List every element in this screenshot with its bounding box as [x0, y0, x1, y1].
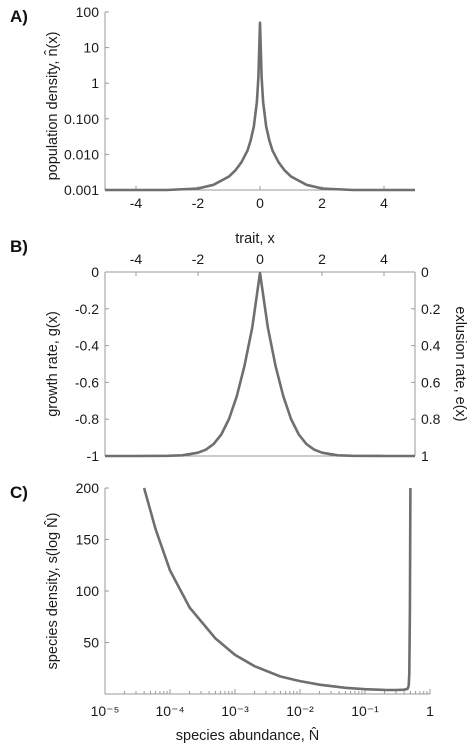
panel-label: A) [10, 7, 28, 26]
x-tick-label: 2 [318, 195, 326, 211]
x-tick-label: 2 [318, 251, 326, 267]
x-tick-label: 10⁻¹ [351, 703, 379, 719]
y-axis-label: population density, n̂(x) [44, 32, 61, 181]
y2-tick-label: 0 [421, 264, 429, 280]
y2-tick-label: 0.8 [421, 411, 441, 427]
y-tick-label: -0.2 [75, 301, 99, 317]
x-tick-label: 4 [380, 251, 388, 267]
y-tick-label: 50 [83, 635, 99, 651]
y-tick-label: 0.001 [64, 182, 99, 198]
x-axis-label: species abundance, N̂ [176, 727, 320, 744]
y-tick-label: -0.6 [75, 374, 99, 390]
y-tick-label: 10 [83, 40, 99, 56]
y2-tick-label: 0.4 [421, 338, 441, 354]
x-tick-label: 10⁻² [286, 703, 314, 719]
series-line [142, 487, 412, 692]
y-tick-label: -0.8 [75, 411, 99, 427]
x-tick-label: -4 [130, 251, 143, 267]
x-tick-label: -2 [192, 251, 205, 267]
y-tick-label: 200 [76, 480, 100, 496]
series-line [105, 271, 415, 458]
y-axis-label: growth rate, g(x) [45, 311, 61, 417]
y-tick-label: 0.100 [64, 111, 99, 127]
y-tick-label: 150 [76, 532, 100, 548]
y2-tick-label: 0.2 [421, 301, 441, 317]
y-tick-label: 100 [76, 583, 100, 599]
panel-a: A) -4 -2 0 2 4 0.001 0.010 0.100 1 10 100 trait, x po… [10, 4, 415, 247]
y2-tick-label: 1 [421, 448, 429, 464]
x-tick-label: 0 [256, 251, 264, 267]
y-axis-label: species density, s(log N̂) [44, 513, 61, 670]
panel-label: C) [10, 483, 28, 502]
y-tick-label: 100 [76, 4, 100, 20]
x-tick-label: 1 [426, 703, 434, 719]
panel-label: B) [10, 237, 28, 256]
x-tick-label: 10⁻⁵ [91, 703, 120, 719]
y-tick-label: -1 [87, 448, 100, 464]
y-tick-label: 0.010 [64, 146, 99, 162]
y-tick-label: 1 [91, 75, 99, 91]
x-tick-label: 10⁻⁴ [156, 703, 185, 719]
x-tick-label: -4 [130, 195, 143, 211]
panel-b: B) -4 -2 0 2 4 -1 1 -0.8 0.8 -0.6 0.6 -0.4 0.4 -0.2 0.2… [10, 237, 468, 464]
x-tick-label: 10⁻³ [221, 703, 249, 719]
y-tick-label: -0.4 [75, 338, 99, 354]
x-tick-label: 0 [256, 195, 264, 211]
x-axis-label: trait, x [235, 231, 275, 247]
y2-tick-label: 0.6 [421, 374, 441, 390]
x-tick-label: 4 [380, 195, 388, 211]
series-line [105, 21, 415, 192]
y2-axis-label: exlusion rate, e(x) [452, 306, 468, 421]
panel-c: C)10⁻⁵ 10⁻⁴ 10⁻³ 10⁻² 10⁻¹ 150100150200specie… [10, 480, 434, 744]
x-tick-label: -2 [192, 195, 205, 211]
y-tick-label: 0 [91, 264, 99, 280]
